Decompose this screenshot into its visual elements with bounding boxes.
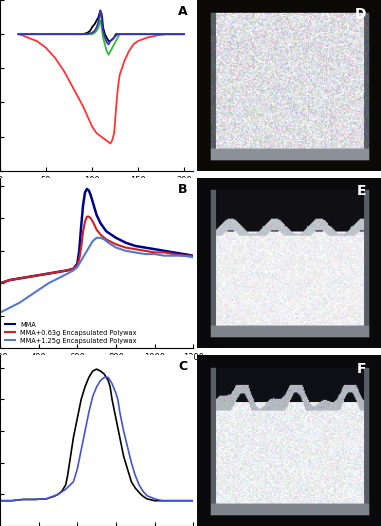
- Text: D: D: [355, 7, 366, 21]
- Text: E: E: [357, 185, 366, 198]
- Text: C: C: [178, 360, 187, 373]
- X-axis label: Time (s): Time (s): [77, 368, 117, 378]
- Legend: MMA, MMA+0.63g Encapsulated Polywax, MMA+1.25g Encapsulated Polywax: MMA, MMA+0.63g Encapsulated Polywax, MMA…: [3, 320, 138, 345]
- Text: B: B: [178, 183, 187, 196]
- Text: A: A: [178, 5, 187, 18]
- Text: F: F: [357, 362, 366, 376]
- X-axis label: Temperature(°C): Temperature(°C): [56, 190, 137, 200]
